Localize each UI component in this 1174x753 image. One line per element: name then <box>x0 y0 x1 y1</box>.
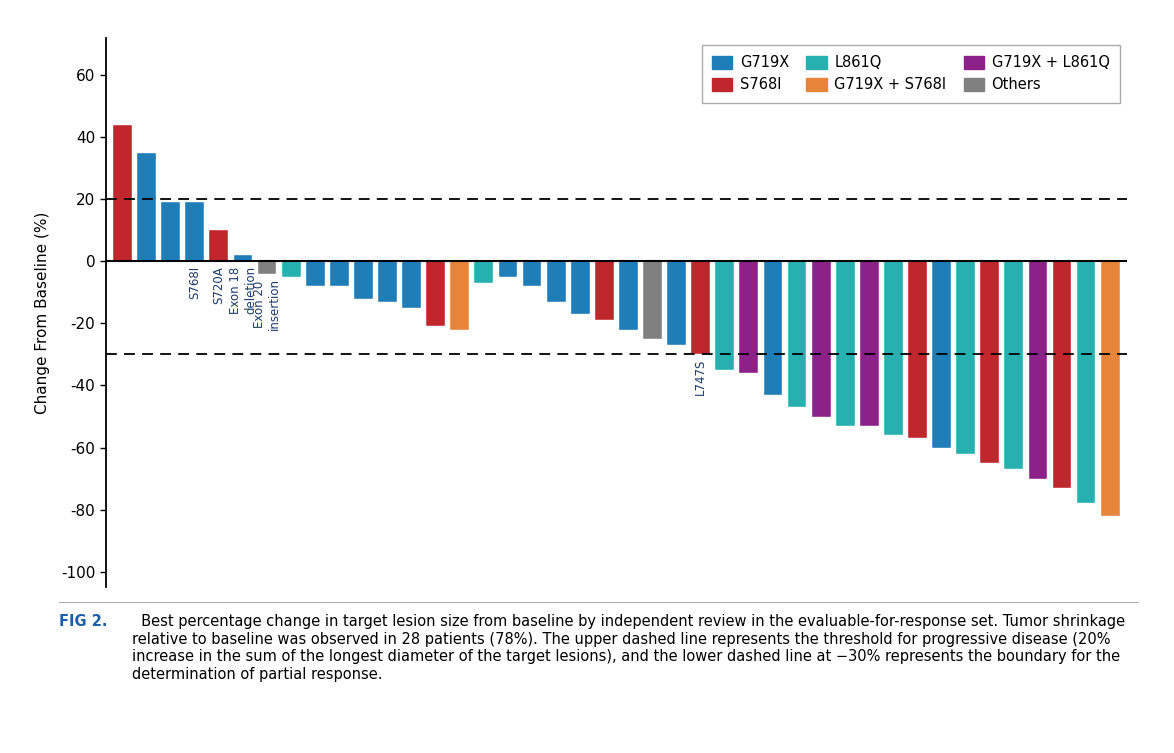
Bar <box>691 261 710 355</box>
Bar <box>1101 261 1120 516</box>
Bar <box>185 203 204 261</box>
Bar <box>836 261 855 426</box>
Bar <box>595 261 614 320</box>
Bar <box>859 261 878 426</box>
Bar <box>884 261 903 435</box>
Bar <box>355 261 373 298</box>
Bar <box>740 261 758 373</box>
Bar <box>330 261 349 286</box>
Bar <box>763 261 782 395</box>
Text: L747S: L747S <box>694 359 707 395</box>
Bar <box>932 261 951 447</box>
Bar <box>571 261 589 314</box>
Bar <box>811 261 830 416</box>
Legend: G719X, S768I, L861Q, G719X + S768I, G719X + L861Q, Others: G719X, S768I, L861Q, G719X + S768I, G719… <box>702 45 1120 102</box>
Bar <box>957 261 976 454</box>
Text: Best percentage change in target lesion size from baseline by independent review: Best percentage change in target lesion … <box>133 614 1125 681</box>
Bar <box>209 230 228 261</box>
Bar <box>474 261 493 283</box>
Bar <box>282 261 301 277</box>
Bar <box>908 261 926 438</box>
Bar <box>522 261 541 286</box>
Bar <box>378 261 397 302</box>
Bar <box>306 261 325 286</box>
Bar <box>403 261 421 308</box>
Bar <box>667 261 686 345</box>
Text: S768I: S768I <box>188 266 201 299</box>
Bar <box>113 124 131 261</box>
Bar <box>1053 261 1072 488</box>
Bar <box>643 261 662 339</box>
Bar <box>980 261 999 463</box>
Y-axis label: Change From Baseline (%): Change From Baseline (%) <box>35 212 49 413</box>
Text: Exon 20
insertion: Exon 20 insertion <box>254 279 281 331</box>
Text: Exon 18
deletion: Exon 18 deletion <box>229 266 257 314</box>
Bar <box>1005 261 1024 469</box>
Bar <box>451 261 470 330</box>
Bar <box>499 261 518 277</box>
Bar <box>137 153 156 261</box>
Bar <box>426 261 445 327</box>
Bar <box>619 261 637 330</box>
Bar <box>788 261 807 407</box>
Bar <box>161 203 180 261</box>
Bar <box>547 261 566 302</box>
Bar <box>234 255 252 261</box>
Text: FIG 2.: FIG 2. <box>59 614 107 630</box>
Bar <box>1077 261 1095 504</box>
Bar <box>257 261 276 273</box>
Bar <box>715 261 734 370</box>
Text: S720A: S720A <box>212 266 225 303</box>
Bar <box>1028 261 1047 479</box>
